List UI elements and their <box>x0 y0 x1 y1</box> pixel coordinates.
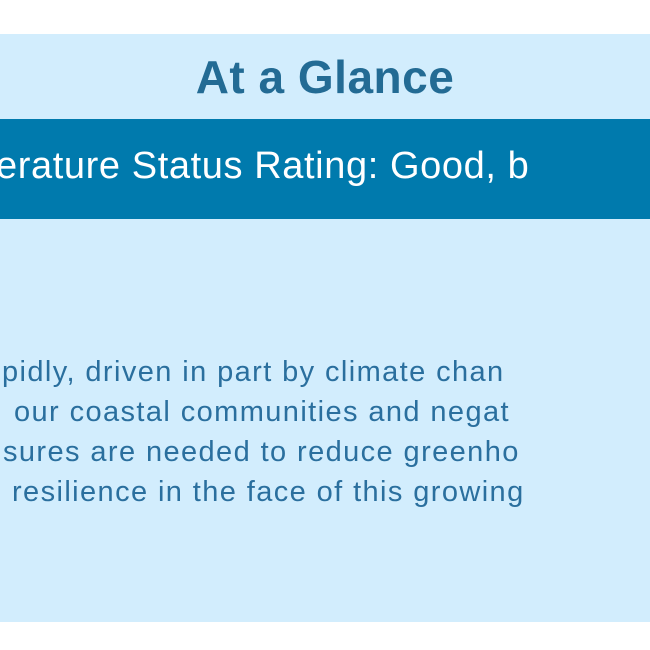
body-text-line: our coastal communities and negat <box>14 396 510 428</box>
status-rating-banner: erature Status Rating: Good, b <box>0 119 650 219</box>
at-a-glance-panel: At a Glance erature Status Rating: Good,… <box>0 34 650 622</box>
page-title: At a Glance <box>195 51 455 103</box>
body-text-line: pidly, driven in part by climate chan <box>2 356 505 388</box>
status-rating-text: erature Status Rating: Good, b <box>0 145 530 187</box>
body-text-line: resilience in the face of this growing <box>12 476 525 508</box>
body-text-line: sures are needed to reduce greenho <box>3 436 520 468</box>
